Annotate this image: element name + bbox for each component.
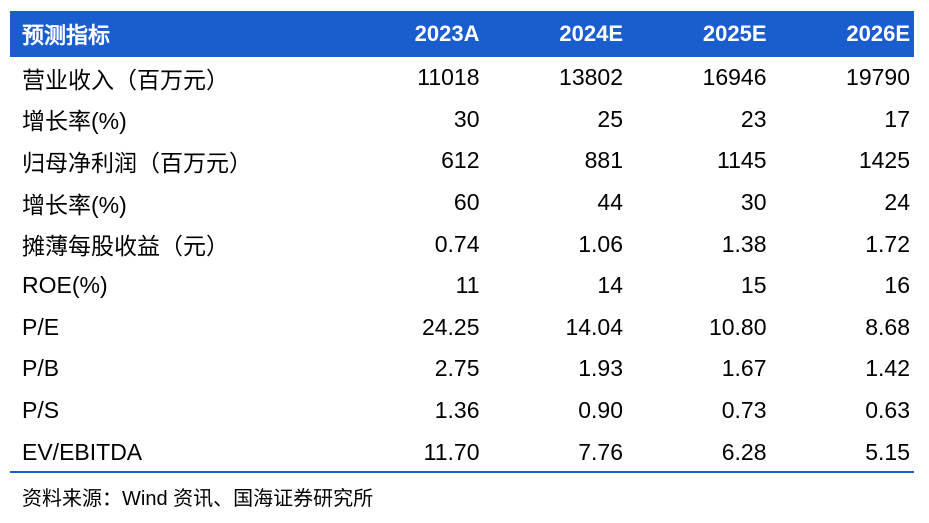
header-cell-2026e: 2026E: [846, 21, 910, 46]
table-cell: 44: [597, 189, 623, 216]
table-cell: 1.67: [721, 355, 767, 382]
table-cell: 5.15: [865, 438, 910, 465]
table-row: EV/EBITDA 11.70 7.76 6.28 5.15: [10, 431, 914, 473]
table-cell: 6.28: [721, 438, 767, 465]
table-cell: 24.25: [421, 313, 480, 340]
table-cell: 15: [740, 272, 767, 299]
header-cell-2023a: 2023A: [414, 21, 480, 46]
table-cell: 10.80: [708, 313, 767, 340]
row-label: P/S: [22, 397, 60, 424]
table-cell: 17: [884, 105, 910, 132]
table-row: P/S 1.36 0.90 0.73 0.63: [10, 390, 914, 432]
table-cell: 30: [453, 105, 480, 132]
row-label: 归母净利润（百万元）: [22, 149, 252, 176]
header-cell-2025e: 2025E: [702, 21, 767, 46]
table-cell: 16: [884, 272, 910, 299]
table-row: 摊薄每股收益（元） 0.74 1.06 1.38 1.72: [10, 223, 914, 265]
table-row: 增长率(%) 30 25 23 17: [10, 99, 914, 141]
table-cell: 1.42: [865, 355, 910, 382]
table-cell: 11: [455, 272, 480, 299]
table-cell: 0.74: [434, 230, 480, 257]
table-header: 预测指标 2023A 2024E 2025E 2026E: [10, 11, 914, 57]
table-row: P/B 2.75 1.93 1.67 1.42: [10, 348, 914, 390]
table-cell: 881: [584, 147, 623, 174]
table-cell: 25: [597, 105, 623, 132]
table-row: 营业收入（百万元） 11018 13802 16946 19790: [10, 57, 914, 99]
table-cell: 30: [740, 189, 767, 216]
table-cell: 8.68: [865, 313, 910, 340]
table-cell: 14: [597, 272, 623, 299]
row-label: EV/EBITDA: [22, 438, 143, 465]
table-row: 归母净利润（百万元） 612 881 1145 1425: [10, 140, 914, 182]
table-cell: 1.06: [578, 230, 623, 257]
table-cell: 1.93: [578, 355, 623, 382]
table-cell: 19790: [846, 64, 910, 91]
row-label: 增长率(%): [22, 191, 127, 218]
row-label: P/E: [22, 313, 60, 340]
row-label: ROE(%): [22, 272, 108, 299]
table-cell: 11.70: [423, 438, 480, 465]
table-row: P/E 24.25 14.04 10.80 8.68: [10, 307, 914, 349]
table-cell: 16946: [702, 64, 767, 91]
forecast-table: 预测指标 2023A 2024E 2025E 2026E 营业收入（百万元） 1…: [10, 11, 914, 473]
row-label: 增长率(%): [22, 108, 127, 135]
table-cell: 0.73: [721, 397, 767, 424]
table-cell: 612: [441, 147, 480, 174]
table-cell: 7.76: [578, 438, 623, 465]
table-cell: 2.75: [434, 355, 480, 382]
table-row: ROE(%) 11 14 15 16: [10, 265, 914, 307]
table-cell: 0.63: [865, 397, 910, 424]
table-cell: 11018: [417, 64, 480, 91]
table-cell: 24: [884, 189, 910, 216]
table-cell: 0.90: [578, 397, 623, 424]
table-row: 增长率(%) 60 44 30 24: [10, 182, 914, 224]
table-bottom-rule: [10, 471, 914, 473]
row-label: P/B: [22, 355, 60, 382]
source-note: 资料来源：Wind 资讯、国海证券研究所: [22, 488, 374, 510]
header-cell-2024e: 2024E: [559, 21, 623, 46]
table-cell: 1145: [717, 147, 767, 174]
table-cell: 1.38: [721, 230, 767, 257]
row-label: 营业收入（百万元）: [22, 66, 229, 93]
table-cell: 14.04: [565, 313, 623, 340]
table-cell: 23: [740, 105, 767, 132]
table-cell: 1.36: [434, 397, 480, 424]
table-cell: 1425: [858, 147, 910, 174]
table-cell: 1.72: [865, 230, 910, 257]
table-cell: 13802: [559, 64, 623, 91]
row-label: 摊薄每股收益（元）: [22, 233, 229, 260]
header-cell-indicator: 预测指标: [22, 23, 111, 48]
table-cell: 60: [453, 189, 480, 216]
